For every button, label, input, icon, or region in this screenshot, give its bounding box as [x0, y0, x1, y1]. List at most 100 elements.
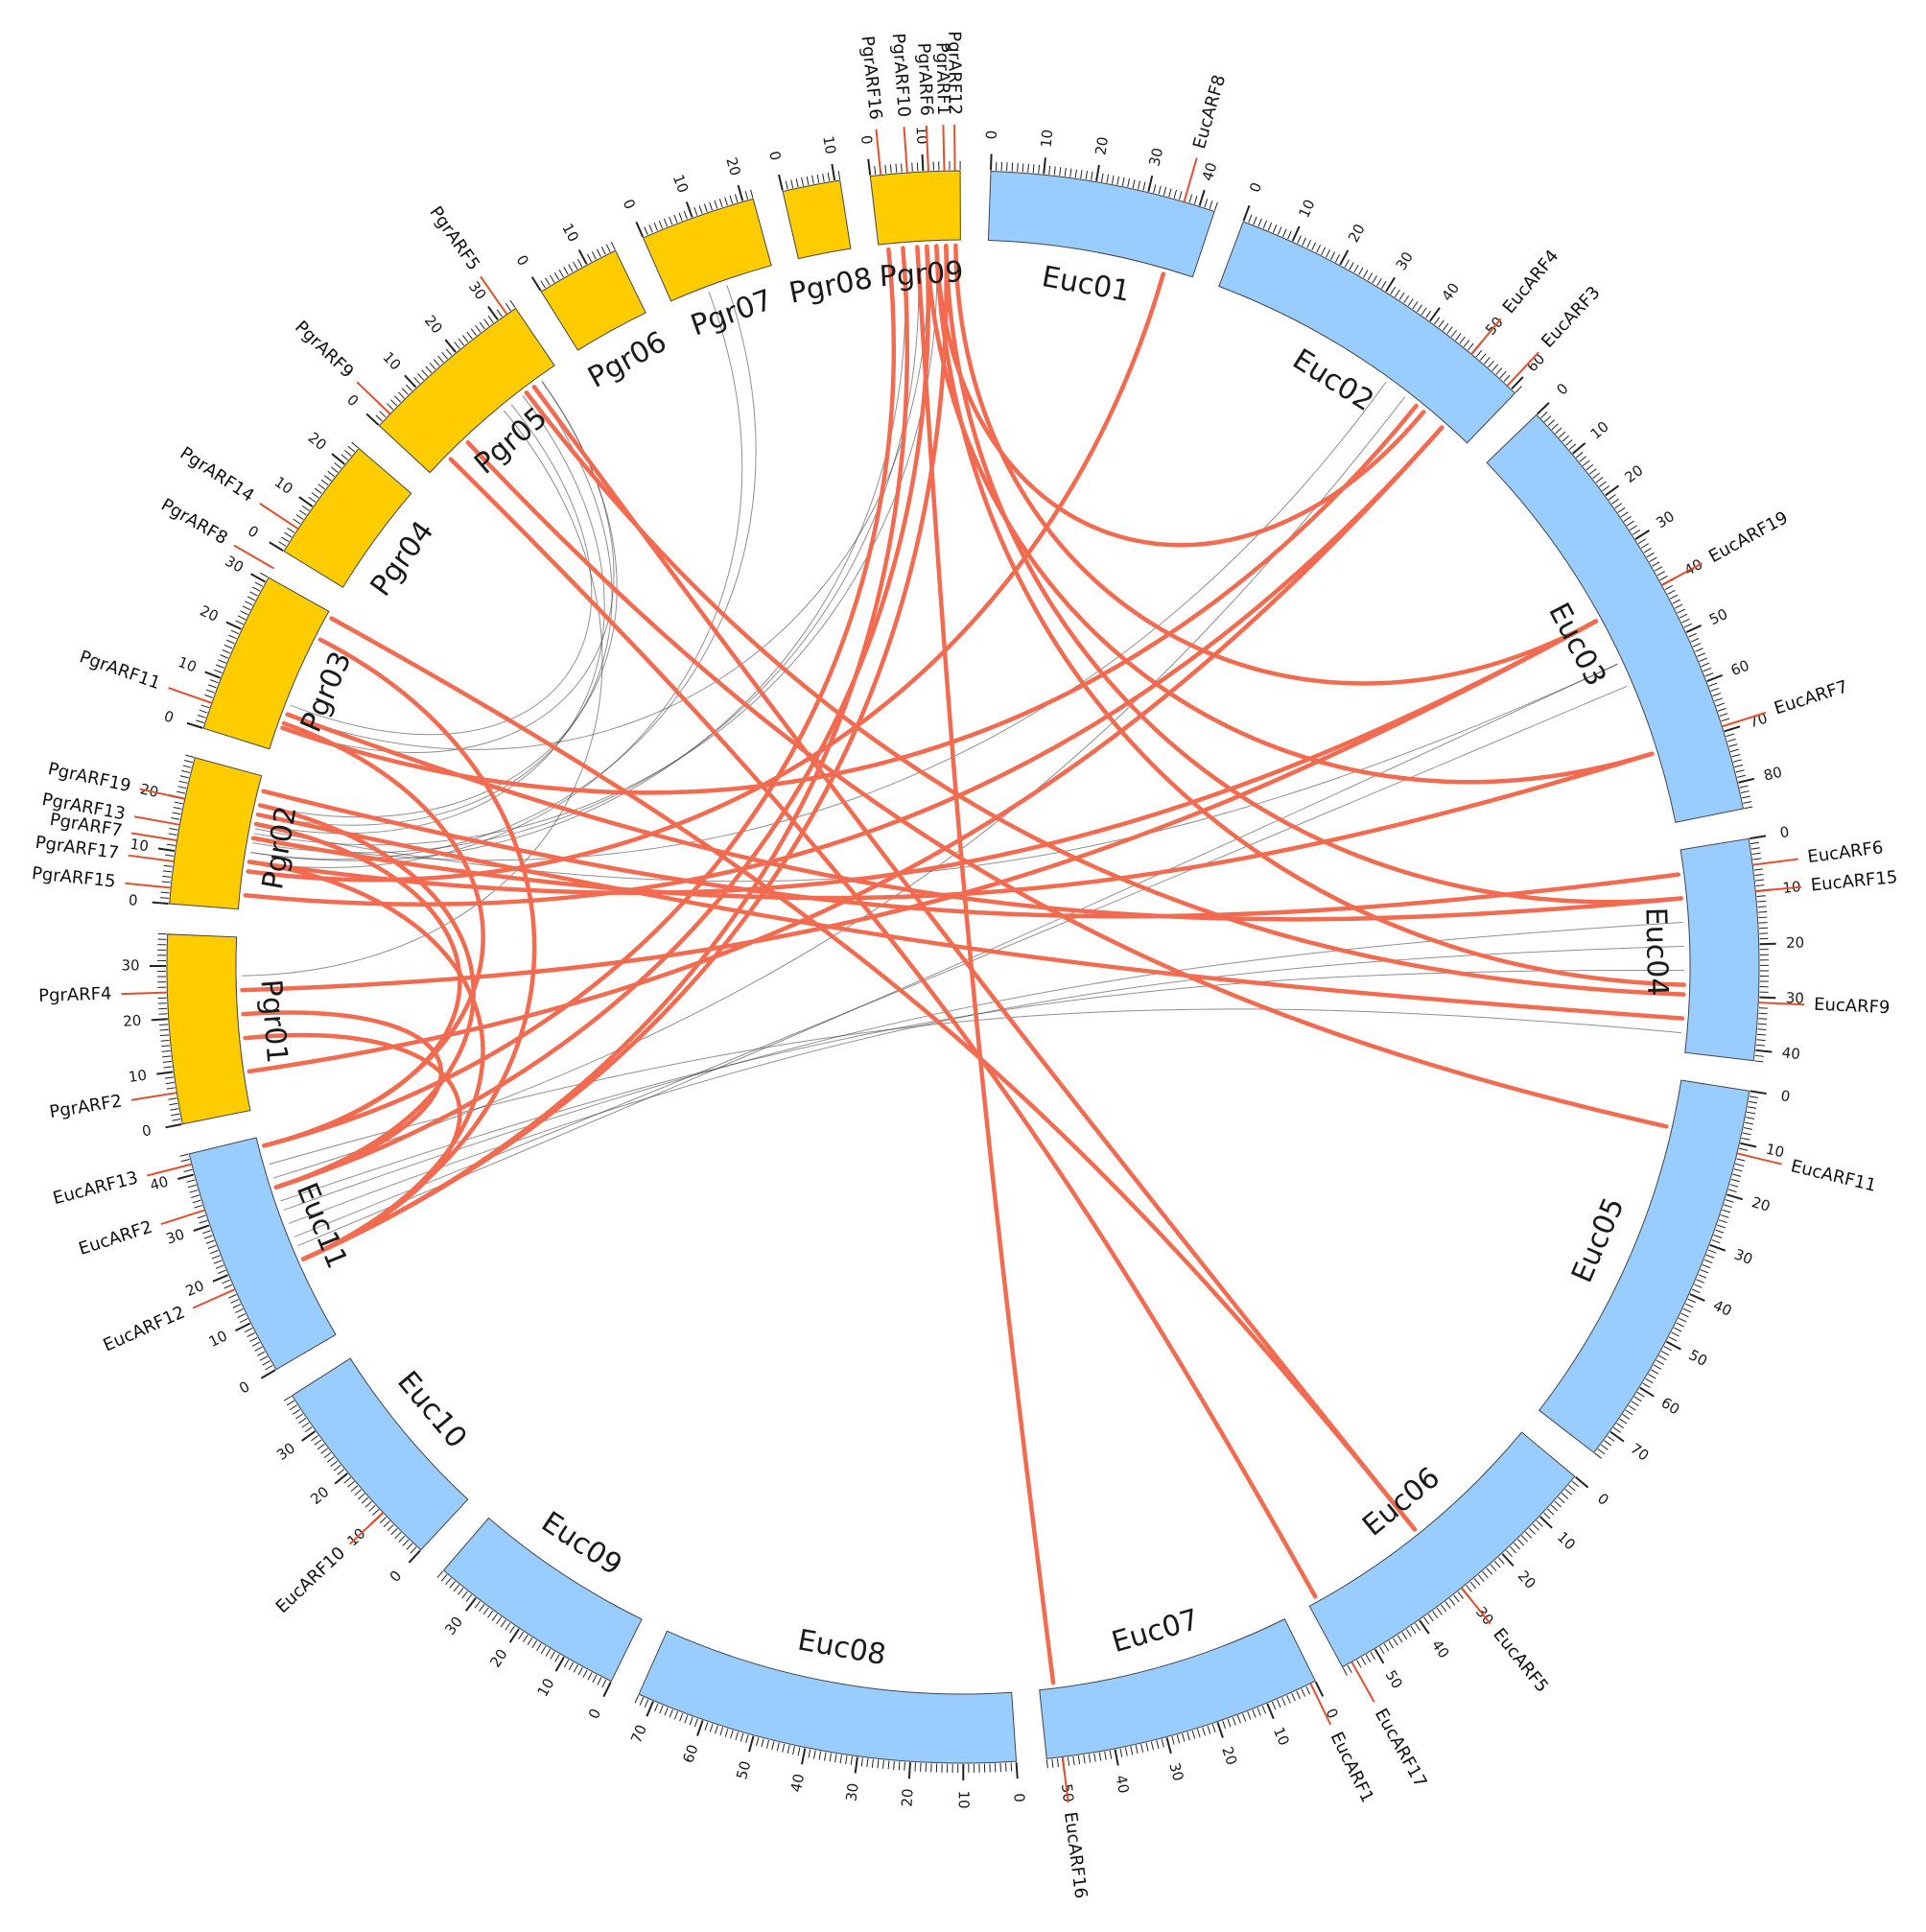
minor-tick	[293, 518, 301, 525]
major-tick	[301, 1430, 317, 1442]
major-tick	[1749, 835, 1767, 840]
minor-tick	[1204, 199, 1209, 208]
minor-tick	[358, 1493, 365, 1500]
minor-tick	[344, 450, 352, 457]
minor-tick	[689, 1716, 693, 1726]
background-link	[294, 685, 1628, 1237]
major-tick	[602, 1682, 612, 1698]
major-tick	[921, 154, 925, 172]
minor-tick	[164, 1076, 175, 1079]
major-tick	[1539, 1516, 1553, 1529]
minor-tick	[496, 1616, 503, 1625]
minor-tick	[1532, 1523, 1539, 1531]
minor-tick	[168, 833, 177, 836]
minor-tick	[790, 179, 794, 189]
minor-tick	[1628, 1404, 1636, 1411]
tick-label: 10	[176, 653, 199, 676]
minor-tick	[237, 1313, 247, 1318]
minor-tick	[509, 299, 516, 308]
arf-link	[241, 1010, 444, 1190]
tick-label: 30	[1786, 989, 1805, 1007]
background-link	[255, 395, 605, 835]
minor-tick	[827, 172, 831, 181]
major-tick	[1759, 996, 1776, 1000]
tick-label: 40	[787, 1773, 808, 1794]
chromosome-pgr08	[782, 179, 852, 260]
major-tick	[156, 1071, 174, 1075]
minor-tick	[1658, 1355, 1667, 1361]
minor-tick	[172, 1119, 181, 1121]
tick-label: 10	[271, 473, 296, 498]
gene-label: PgrARF19	[46, 759, 132, 796]
minor-tick	[406, 1543, 413, 1550]
minor-tick	[1349, 262, 1354, 271]
minor-tick	[222, 1279, 230, 1284]
minor-tick	[540, 280, 546, 289]
minor-tick	[914, 1762, 917, 1772]
tick-label: 30	[1145, 146, 1166, 168]
tick-label: 30	[1653, 507, 1678, 531]
minor-tick	[1209, 200, 1213, 209]
minor-tick	[1729, 748, 1739, 753]
gene-marker	[1721, 711, 1767, 728]
minor-tick	[1653, 1364, 1662, 1370]
gene-marker	[1752, 858, 1798, 866]
minor-tick	[1758, 910, 1768, 913]
tick-label: 10	[955, 1790, 973, 1808]
minor-tick	[1247, 1711, 1252, 1720]
tick-label: 0	[1010, 1793, 1028, 1803]
minor-tick	[1727, 1189, 1737, 1192]
chromosome-label: Pgr08	[787, 262, 876, 311]
minor-tick	[663, 218, 669, 227]
minor-tick	[169, 1102, 178, 1106]
major-tick	[1709, 1243, 1726, 1252]
minor-tick	[222, 649, 231, 654]
gene-marker	[147, 1163, 193, 1177]
minor-tick	[209, 1250, 219, 1255]
arf-link	[262, 720, 485, 1148]
minor-tick	[1632, 530, 1641, 535]
minor-tick	[1321, 247, 1327, 255]
minor-tick	[1751, 852, 1761, 856]
minor-tick	[1732, 1173, 1742, 1177]
minor-tick	[1701, 662, 1710, 668]
minor-tick	[1735, 769, 1745, 773]
major-tick	[646, 1701, 654, 1717]
minor-tick	[368, 1504, 376, 1512]
tick-label: 0	[162, 707, 176, 726]
minor-tick	[165, 854, 175, 857]
gene-marker	[942, 125, 946, 172]
minor-tick	[1438, 319, 1444, 328]
minor-tick	[1423, 1616, 1430, 1625]
major-tick	[1147, 176, 1154, 193]
minor-tick	[1678, 1317, 1687, 1323]
gene-marker	[139, 788, 185, 800]
minor-tick	[1482, 1570, 1489, 1579]
minor-tick	[1316, 244, 1322, 253]
minor-tick	[1334, 254, 1341, 263]
minor-tick	[437, 355, 444, 364]
minor-tick	[334, 462, 342, 469]
minor-tick	[1551, 423, 1559, 431]
minor-tick	[1710, 687, 1720, 692]
minor-tick	[1726, 738, 1736, 742]
minor-tick	[1353, 264, 1359, 273]
gene-marker	[233, 544, 274, 570]
minor-tick	[320, 1448, 328, 1454]
minor-tick	[1722, 1209, 1731, 1213]
minor-tick	[898, 1761, 901, 1771]
minor-tick	[1242, 1713, 1247, 1722]
minor-tick	[1475, 349, 1483, 358]
minor-tick	[254, 1346, 263, 1352]
minor-tick	[230, 1299, 239, 1304]
minor-tick	[390, 399, 398, 407]
major-tick	[1639, 1386, 1655, 1398]
major-tick	[1634, 530, 1651, 540]
major-tick	[1339, 249, 1350, 266]
gene-marker	[356, 381, 391, 415]
minor-tick	[545, 277, 551, 286]
minor-tick	[1729, 1184, 1739, 1188]
minor-tick	[839, 1755, 842, 1764]
minor-tick	[1717, 1224, 1726, 1229]
